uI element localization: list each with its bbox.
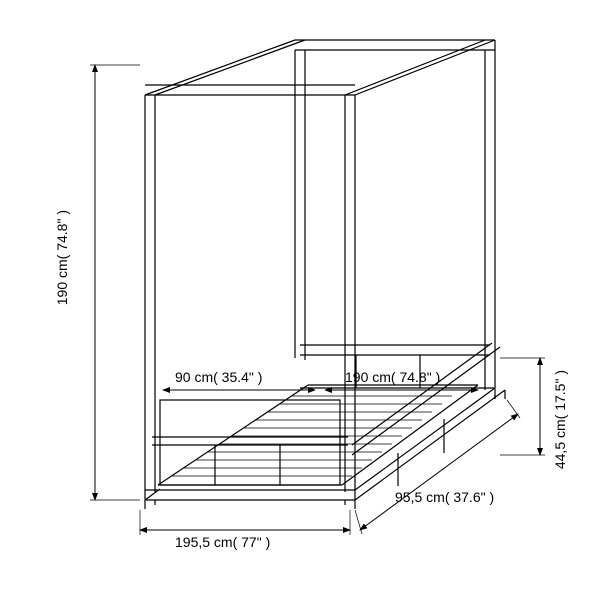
frame-lines — [145, 40, 505, 509]
length-outer-in: ( 77" ) — [233, 534, 271, 550]
label-length-inner: 190 cm( 74.8" ) — [345, 370, 440, 385]
width-inner-in: ( 35.4" ) — [213, 369, 262, 385]
label-width-outer: 95,5 cm( 37.6" ) — [395, 490, 494, 505]
label-width-inner: 90 cm( 35.4" ) — [175, 370, 262, 385]
label-side-height: 44,5 cm( 17.5" ) — [553, 370, 568, 469]
width-outer-in: ( 37.6" ) — [445, 489, 494, 505]
width-outer-cm: 95,5 cm — [395, 489, 445, 505]
height-cm: 190 cm — [54, 259, 70, 305]
length-inner-in: ( 74.8" ) — [391, 369, 440, 385]
dimension-arrows — [90, 65, 545, 535]
length-outer-cm: 195,5 cm — [175, 534, 233, 550]
width-inner-cm: 90 cm — [175, 369, 213, 385]
side-height-cm: 44,5 cm — [552, 419, 568, 469]
height-in: ( 74.8" ) — [54, 210, 70, 259]
bed-frame-drawing — [0, 0, 600, 600]
length-inner-cm: 190 cm — [345, 369, 391, 385]
label-length-outer: 195,5 cm( 77" ) — [175, 535, 270, 550]
label-height-total: 190 cm( 74.8" ) — [55, 210, 70, 305]
side-height-in: ( 17.5" ) — [552, 370, 568, 419]
diagram-container: 190 cm( 74.8" ) 44,5 cm( 17.5" ) 90 cm( … — [0, 0, 600, 600]
